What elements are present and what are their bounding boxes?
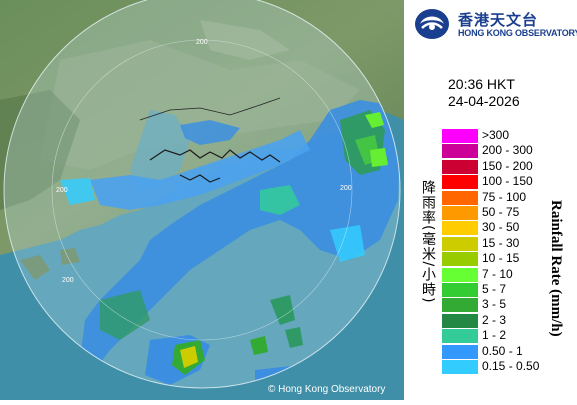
legend-label: 3 - 5 — [482, 297, 507, 312]
legend-swatch — [442, 159, 478, 174]
logo-name-cn: 香港天文台 — [458, 11, 539, 29]
legend-title-cn: 降雨率(毫米/小時) — [420, 180, 436, 304]
legend-swatch — [442, 236, 478, 251]
legend-label: 7 - 10 — [482, 266, 513, 281]
legend-panel: 香港天文台 HONG KONG OBSERVATORY 20:36 HKT 24… — [404, 0, 577, 400]
map-copyright: © Hong Kong Observatory — [268, 384, 386, 395]
rain-echoes — [60, 100, 400, 388]
legend-label: 150 - 200 — [482, 158, 533, 173]
legend-label: 5 - 7 — [482, 282, 507, 296]
legend-swatch — [442, 298, 478, 313]
legend-swatch — [442, 313, 478, 328]
pearl-river-estuary — [130, 110, 190, 190]
legend-label: 15 - 30 — [482, 235, 520, 250]
range-ring-inner — [51, 39, 353, 341]
logo-name-en: HONG KONG OBSERVATORY — [458, 28, 577, 38]
radar-map: 200 200 200 200 © Hong Kong Observatory — [0, 0, 404, 400]
hko-logo: 香港天文台 HONG KONG OBSERVATORY — [412, 6, 577, 42]
legend-swatch — [442, 175, 478, 190]
legend-label: 2 - 3 — [482, 312, 507, 327]
legend-swatch — [442, 283, 478, 297]
legend-label: 100 - 150 — [482, 174, 533, 189]
coastline — [149, 149, 281, 183]
legend-label: 10 - 15 — [482, 251, 520, 266]
observation-date: 24-04-2026 — [448, 93, 520, 109]
legend-swatch — [442, 267, 478, 282]
legend-label: 200 - 300 — [482, 143, 533, 158]
legend-swatch — [442, 360, 478, 374]
legend-swatch — [442, 190, 478, 205]
legend-swatch — [442, 329, 478, 344]
legend-swatch — [442, 221, 478, 236]
legend-swatch — [442, 252, 478, 267]
islands-west — [20, 248, 80, 280]
legend-label: 0.15 - 0.50 — [482, 359, 540, 373]
legend-label: 30 - 50 — [482, 220, 520, 235]
range-label-east: 200 — [340, 185, 352, 192]
legend-label: 50 - 75 — [482, 205, 520, 219]
legend-swatch — [442, 144, 478, 159]
legend-title-en: Rainfall Rate (mm/h) — [548, 200, 564, 337]
observation-time: 20:36 HKT — [448, 76, 515, 92]
terrain-shade-1 — [40, 40, 360, 170]
legend-label: 75 - 100 — [482, 189, 527, 204]
legend-swatch — [442, 129, 478, 143]
legend-label: >300 — [482, 128, 510, 142]
legend-label: 0.50 - 1 — [482, 343, 523, 358]
legend-swatch — [442, 344, 478, 359]
terrain-shade-3 — [200, 20, 290, 60]
range-label-north: 200 — [196, 39, 208, 46]
legend-label: 1 - 2 — [482, 328, 507, 343]
range-label-south: 200 — [62, 277, 74, 284]
hko-emblem-icon — [415, 9, 449, 39]
range-ring-outer — [3, 0, 401, 389]
legend-swatch — [442, 206, 478, 220]
border-line — [139, 97, 281, 121]
range-label-west: 200 — [56, 187, 68, 194]
